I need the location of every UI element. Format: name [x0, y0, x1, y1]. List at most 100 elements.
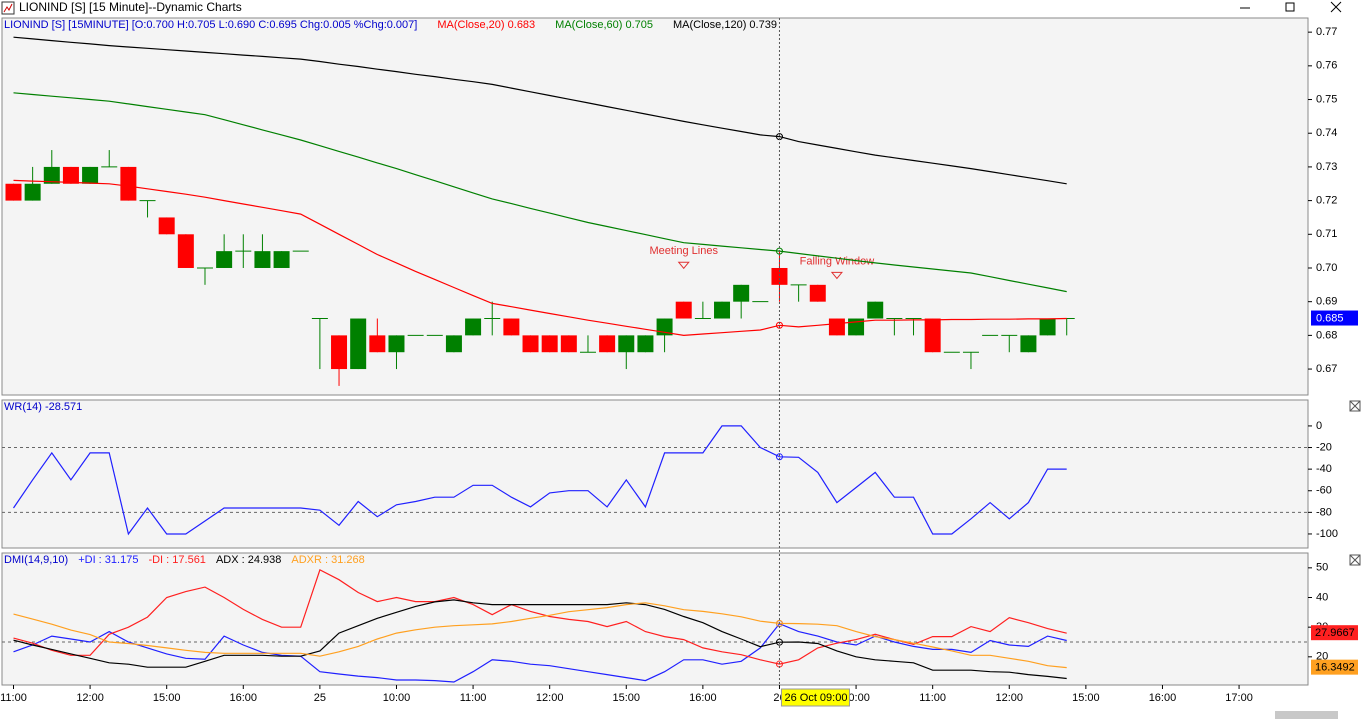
series-line — [13, 425, 1067, 536]
maximize-button[interactable] — [1285, 2, 1295, 12]
y-tick-label: 0.75 — [1316, 93, 1337, 105]
legend-text: ADX : 24.938 — [216, 554, 281, 566]
app-icon-line — [3, 3, 13, 13]
x-tick-label: 11:00 — [919, 692, 946, 704]
candle-body — [828, 318, 845, 336]
y-tick-label: 40 — [1316, 591, 1328, 603]
candle-body — [867, 301, 884, 319]
candle-body — [541, 335, 558, 353]
x-tick-label: 15:00 — [153, 692, 181, 704]
candle-body — [771, 267, 788, 285]
legend-text: -DI : 17.561 — [148, 554, 205, 566]
y-tick-label: 0.71 — [1316, 228, 1337, 240]
candle-body — [158, 217, 175, 235]
candle-body — [1020, 335, 1037, 353]
last-value-label: 27.9667 — [1315, 627, 1355, 639]
annotation-label: Falling Window — [800, 255, 875, 267]
scrollbar-thumb[interactable] — [1275, 711, 1338, 719]
y-tick-label: 0.77 — [1316, 26, 1337, 38]
window-title: LIONIND [S] [15 Minute]--Dynamic Charts — [19, 0, 242, 14]
legend-text: WR(14) -28.571 — [4, 401, 82, 413]
candle-body — [177, 234, 194, 268]
y-tick-label: -40 — [1316, 463, 1332, 475]
candle-body — [924, 318, 941, 353]
x-tick-label: 25 — [314, 692, 326, 704]
y-tick-label: 0.67 — [1316, 363, 1337, 375]
x-tick-label: 15:00 — [1072, 692, 1100, 704]
panel-close-icon[interactable] — [1349, 400, 1361, 412]
candle-body — [43, 166, 60, 184]
legend-text: MA(Close,60) 0.705 — [555, 19, 653, 31]
y-tick-label: 0.72 — [1316, 195, 1337, 207]
x-tick-label: 16:00 — [230, 692, 258, 704]
x-tick-label: 12:00 — [536, 692, 564, 704]
candle-body — [331, 335, 348, 370]
candle-body — [350, 318, 367, 370]
candle-body — [809, 284, 826, 302]
x-tick-label: 16:00 — [1149, 692, 1177, 704]
candle-body — [714, 301, 731, 319]
y-tick-label: 0 — [1316, 420, 1322, 432]
x-tick-label: 11:00 — [0, 692, 27, 704]
close-button[interactable] — [1330, 1, 1342, 13]
cursor-label: 26 Oct 09:00 — [784, 692, 847, 704]
candle-body — [599, 335, 616, 353]
y-tick-label: 0.73 — [1316, 161, 1337, 173]
candle-body — [24, 183, 41, 201]
candle-body — [618, 335, 635, 353]
y-tick-label: 0.70 — [1316, 262, 1337, 274]
candle-body — [503, 318, 520, 336]
candle-body — [445, 335, 462, 353]
candle-body — [120, 166, 137, 201]
y-tick-label: 0.69 — [1316, 296, 1337, 308]
series-line — [13, 179, 1067, 337]
series-line — [13, 92, 1067, 293]
candle-body — [62, 166, 79, 184]
y-tick-label: 0.68 — [1316, 329, 1337, 341]
x-tick-label: 15:00 — [613, 692, 641, 704]
cursor-label-box — [780, 688, 850, 707]
last-value-label: 0.685 — [1316, 312, 1344, 324]
candle-body — [5, 183, 22, 201]
candle-body — [675, 301, 692, 319]
legend-text: DMI(14,9,10) — [4, 554, 68, 566]
candle-body — [388, 335, 405, 353]
x-tick-label: 12:00 — [76, 692, 104, 704]
candle-body — [1039, 318, 1056, 336]
candle-body — [560, 335, 577, 353]
x-tick-label: 11:00 — [460, 692, 487, 704]
panel-close-icon[interactable] — [1349, 554, 1361, 566]
price-panel — [1, 17, 1309, 396]
candle-body — [733, 284, 750, 302]
x-tick-label: 12:00 — [996, 692, 1024, 704]
dmi-panel — [1, 552, 1309, 686]
x-tick-label: 10:00 — [383, 692, 411, 704]
legend-text: MA(Close,20) 0.683 — [437, 19, 535, 31]
legend-text: LIONIND [S] [15MINUTE] [O:0.700 H:0.705 … — [4, 19, 417, 31]
candle-body — [254, 251, 271, 268]
candle-body — [216, 251, 233, 268]
y-tick-label: -60 — [1316, 485, 1332, 497]
title-bar: LIONIND [S] [15 Minute]--Dynamic Charts — [1, 0, 1342, 15]
x-tick-label: 17:00 — [1225, 692, 1253, 704]
series-line — [13, 599, 1067, 680]
candle-body — [273, 251, 290, 268]
candle-body — [369, 335, 386, 353]
last-value-box — [1311, 625, 1358, 641]
y-tick-label: 50 — [1316, 562, 1328, 574]
legend-text: ADXR : 31.268 — [291, 554, 364, 566]
legend-text: MA(Close,120) 0.739 — [673, 19, 777, 31]
legend-text: +DI : 31.175 — [78, 554, 138, 566]
y-tick-label: -20 — [1316, 441, 1332, 453]
annotation-marker — [830, 271, 843, 280]
x-tick-label: 16:00 — [689, 692, 717, 704]
annotation-marker — [677, 261, 690, 270]
y-tick-label: -80 — [1316, 506, 1332, 518]
last-value-box — [1311, 659, 1358, 675]
last-value-box — [1311, 310, 1358, 326]
candle-body — [465, 318, 482, 336]
candle-body — [82, 166, 99, 184]
series-line — [13, 36, 1067, 185]
candle-body — [522, 335, 539, 353]
